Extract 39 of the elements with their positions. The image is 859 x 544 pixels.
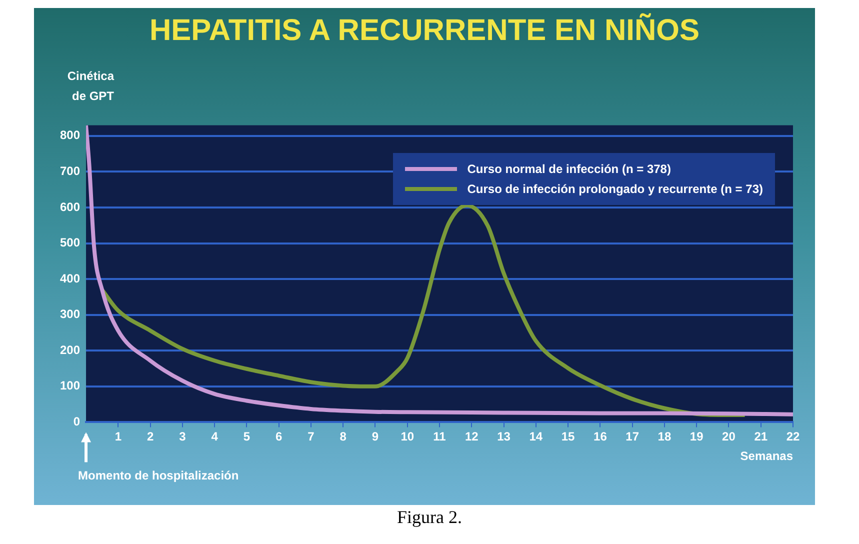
x-tick-label: 12: [464, 430, 479, 444]
x-tick-label: 13: [497, 430, 511, 444]
y-tick-label: 800: [60, 128, 80, 142]
y-tick-label: 300: [60, 307, 80, 322]
x-tick-label: 1: [114, 430, 122, 444]
y-tick-label: 600: [60, 200, 80, 214]
line-series: [86, 125, 793, 416]
legend-label: Curso de infección prolongado y recurrente (n = 73): [467, 181, 763, 198]
x-tick-label: 19: [690, 430, 704, 444]
x-tick-label: 11: [433, 430, 446, 444]
x-tick-label: 9: [372, 430, 379, 444]
x-tick-label: 17: [626, 430, 640, 444]
y-tick-label: 0: [73, 414, 80, 429]
y-tick-label: 200: [60, 342, 80, 357]
x-tick-label: 14: [529, 430, 543, 444]
x-tick-label: 10: [400, 430, 414, 444]
text: Figura 2.: [396, 507, 463, 528]
x-tick-label: 15: [561, 430, 576, 444]
y-tick-label: 700: [60, 164, 80, 178]
x-tick-label: 4: [211, 430, 218, 444]
x-tick-label: 21: [754, 430, 768, 444]
y-tick-label: 100: [60, 378, 80, 393]
x-tick-label: 7: [308, 430, 315, 444]
chart-title: HEPATITIS A RECURRENTE EN NIÑOS: [148, 14, 701, 48]
x-tick-label: 3: [179, 430, 186, 444]
x-tick-label: 18: [658, 430, 672, 444]
y-tick-label: 500: [60, 236, 80, 250]
text: Momento de hospitalización: [78, 468, 239, 483]
x-tick-label: 22: [786, 430, 800, 444]
legend-label: Curso normal de infección (n = 378): [467, 161, 671, 178]
y-axis-title: Cinética de GPT: [66, 68, 114, 105]
x-tick-label: 8: [340, 430, 347, 444]
x-tick-label: 6: [275, 430, 282, 444]
x-tick-label: 5: [243, 430, 250, 444]
x-axis-title: Semanas: [740, 449, 794, 464]
x-tick-label: 16: [594, 430, 608, 444]
x-tick-label: 20: [722, 430, 736, 444]
x-tick-label: 2: [146, 430, 154, 444]
y-tick-label: 400: [60, 271, 80, 286]
